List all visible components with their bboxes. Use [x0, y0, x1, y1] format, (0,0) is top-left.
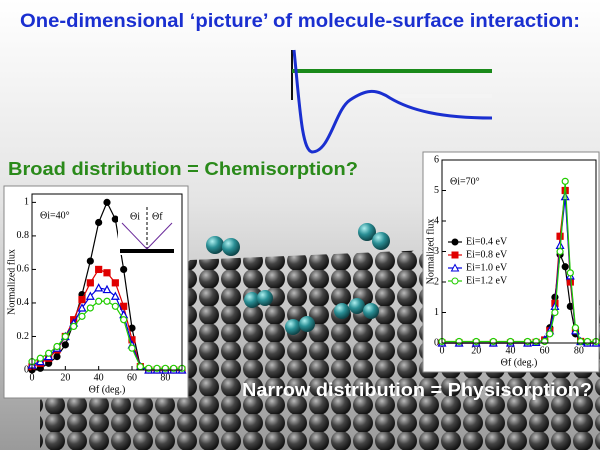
y-tick-label: 0 — [24, 364, 29, 375]
marker — [78, 312, 86, 320]
marker — [576, 337, 585, 346]
marker — [561, 177, 569, 185]
slide-title: One-dimensional ‘picture’ of molecule-su… — [20, 11, 580, 32]
marker — [45, 349, 53, 357]
x-tick-label: 60 — [540, 345, 550, 356]
legend-marker — [451, 238, 459, 246]
marker — [472, 337, 480, 346]
plot-frame — [31, 193, 183, 371]
x-axis-label: Θf (deg.) — [501, 357, 538, 368]
marker — [532, 337, 540, 346]
y-axis-label: Normalized flux — [6, 249, 17, 315]
marker — [556, 247, 564, 256]
marker — [53, 342, 61, 351]
marker — [94, 283, 104, 292]
chart: 0 20 40 60 80 0 0.2 0.4 0.6 0.8 1 Θf (deg.) Normaliz… — [3, 185, 189, 399]
caption-narrow: Narrow distribution = Physisorption? — [242, 380, 592, 400]
legend-marker — [450, 263, 460, 272]
marker — [85, 291, 95, 300]
marker — [136, 363, 144, 371]
x-tick-label: 20 — [60, 372, 70, 383]
marker — [86, 279, 94, 287]
marker — [70, 322, 78, 331]
marker — [103, 297, 111, 305]
annotation: Θi=70° — [450, 176, 480, 187]
legend-label: Ei=0.4 eV — [466, 236, 508, 247]
marker — [120, 316, 128, 324]
marker — [571, 324, 580, 332]
x-tick-label: 40 — [505, 345, 515, 356]
legend-label: Ei=0.8 eV — [466, 249, 508, 260]
legend-label: Ei=1.2 eV — [466, 275, 508, 286]
annotation: Θi=40° — [40, 210, 70, 221]
x-tick-label: 40 — [94, 372, 104, 383]
marker — [103, 269, 111, 277]
y-tick-label: 2 — [434, 276, 439, 287]
marker — [36, 354, 44, 362]
inset-out — [146, 222, 173, 250]
marker — [489, 337, 497, 346]
marker — [546, 330, 554, 338]
marker — [61, 341, 69, 349]
marker — [551, 308, 559, 317]
marker — [61, 332, 69, 341]
x-tick-label: 20 — [471, 345, 481, 356]
marker — [110, 291, 120, 300]
legend-marker — [451, 251, 459, 259]
legend-label: Ei=1.0 eV — [466, 262, 508, 273]
y-tick-label: 6 — [434, 154, 439, 165]
marker — [86, 257, 94, 265]
marker — [86, 304, 94, 312]
marker — [95, 297, 103, 305]
y-tick-label: 5 — [434, 185, 439, 196]
x-tick-label: 0 — [440, 345, 445, 356]
inset-label: Θf — [152, 211, 163, 222]
inset-label: Θi — [130, 211, 140, 222]
marker — [541, 337, 549, 346]
marker — [583, 337, 592, 346]
y-tick-label: 0 — [434, 337, 439, 348]
marker — [561, 263, 569, 271]
x-tick-label: 0 — [30, 372, 35, 383]
x-tick-label: 80 — [574, 345, 584, 356]
legend-marker — [451, 277, 459, 285]
y-tick-label: 0.8 — [17, 230, 30, 241]
inset-in — [121, 222, 148, 250]
marker — [53, 352, 61, 361]
plot-frame — [441, 159, 597, 344]
marker — [120, 265, 128, 274]
chart: 0 20 40 60 80 0 1 2 3 4 5 6 Θf (deg.) Normalized flux… — [422, 151, 600, 373]
marker — [103, 198, 111, 206]
x-tick-label: 60 — [127, 372, 137, 383]
marker — [111, 302, 119, 310]
marker — [111, 279, 119, 287]
marker — [128, 344, 136, 352]
marker — [95, 218, 103, 227]
y-tick-label: 1 — [24, 197, 29, 208]
potential-diagram — [291, 49, 493, 154]
x-axis-label: Θf (deg.) — [89, 384, 126, 395]
marker — [77, 303, 87, 312]
y-tick-label: 1 — [434, 307, 439, 318]
marker — [556, 232, 564, 240]
y-tick-label: 4 — [434, 215, 439, 226]
marker — [111, 215, 119, 223]
marker — [523, 337, 532, 346]
marker — [566, 269, 574, 277]
y-tick-label: 0.4 — [17, 297, 30, 308]
y-tick-label: 0.6 — [17, 264, 30, 275]
marker — [506, 337, 515, 346]
marker — [455, 337, 463, 346]
caption-broad: Broad distribution = Chemisorption? — [8, 159, 358, 179]
molecules — [206, 223, 390, 335]
marker — [78, 296, 86, 304]
x-tick-label: 80 — [160, 372, 170, 383]
y-tick-label: 0.2 — [17, 331, 30, 342]
marker — [102, 284, 112, 294]
marker — [120, 302, 128, 310]
y-axis-label: Normalized flux — [425, 219, 436, 285]
y-tick-label: 3 — [434, 246, 439, 257]
marker — [95, 265, 103, 274]
